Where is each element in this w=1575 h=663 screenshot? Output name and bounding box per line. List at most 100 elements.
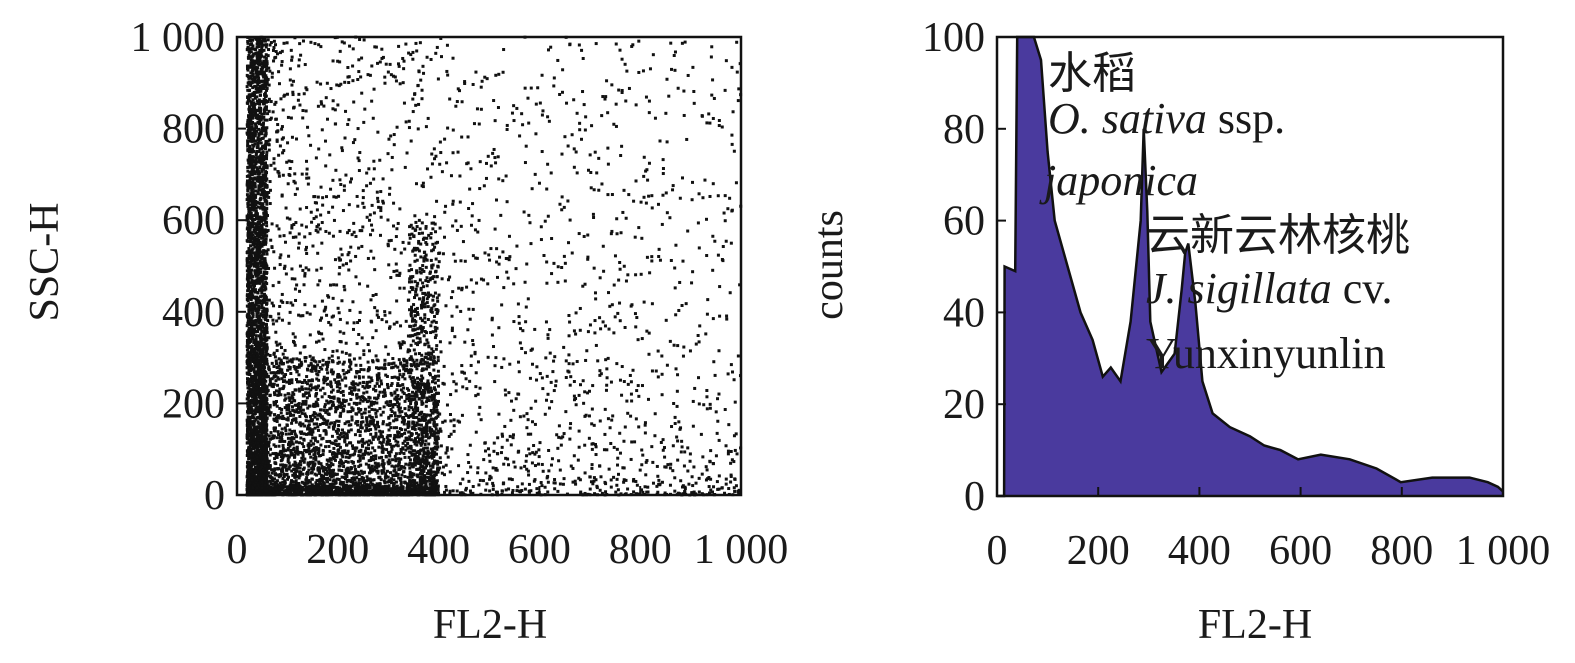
- scatter-point: [413, 427, 417, 431]
- scatter-point: [303, 378, 307, 382]
- scatter-point: [421, 358, 425, 362]
- scatter-point: [432, 455, 436, 459]
- scatter-point: [416, 376, 420, 380]
- scatter-point: [334, 408, 338, 412]
- scatter-point: [263, 329, 267, 333]
- scatter-point: [248, 47, 252, 51]
- scatter-point: [278, 439, 282, 443]
- scatter-point: [355, 371, 359, 375]
- scatter-point: [306, 485, 310, 489]
- scatter-point: [356, 420, 360, 424]
- scatter-point: [300, 381, 304, 385]
- scatter-point: [364, 483, 368, 487]
- scatter-point: [432, 395, 436, 399]
- scatter-point: [246, 96, 250, 100]
- scatter-point: [361, 456, 365, 460]
- scatter-point: [262, 292, 266, 296]
- scatter-point: [254, 162, 258, 166]
- scatter-point: [320, 367, 324, 371]
- scatter-point: [253, 465, 257, 469]
- scatter-point: [307, 391, 311, 395]
- scatter-point: [435, 408, 439, 412]
- scatter-point: [322, 378, 326, 382]
- scatter-point: [260, 325, 264, 329]
- scatter-point: [277, 452, 281, 456]
- scatter-point: [319, 473, 323, 477]
- scatter-point: [405, 368, 409, 372]
- scatter-point: [269, 437, 273, 441]
- scatter-point: [357, 388, 361, 392]
- scatter-point: [258, 147, 262, 151]
- scatter-point: [262, 443, 266, 447]
- scatter-point: [369, 441, 373, 445]
- scatter-point: [389, 391, 393, 395]
- scatter-point: [263, 270, 267, 274]
- scatter-point: [421, 459, 425, 463]
- scatter-point: [253, 374, 257, 378]
- scatter-point: [283, 449, 287, 453]
- scatter-point: [356, 428, 360, 432]
- scatter-point: [246, 390, 250, 394]
- scatter-point: [248, 88, 252, 92]
- scatter-point: [369, 376, 373, 380]
- scatter-point: [257, 106, 261, 110]
- scatter-point: [282, 454, 286, 458]
- scatter-point: [409, 357, 413, 361]
- scatter-point: [246, 45, 250, 49]
- scatter-point: [247, 249, 251, 253]
- scatter-point: [260, 305, 264, 309]
- scatter-point: [385, 440, 389, 444]
- scatter-point: [430, 398, 434, 402]
- scatter-point: [295, 435, 299, 439]
- scatter-point: [256, 251, 260, 255]
- scatter-point: [263, 366, 267, 370]
- scatter-point: [251, 195, 255, 199]
- scatter-point: [363, 481, 367, 485]
- scatter-point: [255, 429, 259, 433]
- scatter-point: [415, 367, 419, 371]
- scatter-point: [380, 450, 384, 454]
- scatter-point: [255, 166, 259, 170]
- scatter-point: [421, 431, 425, 435]
- scatter-point: [264, 141, 268, 145]
- scatter-point: [265, 481, 269, 485]
- scatter-point: [281, 380, 285, 384]
- scatter-point: [247, 246, 251, 250]
- scatter-point: [357, 449, 361, 453]
- scatter-point: [304, 387, 308, 391]
- scatter-point: [297, 365, 301, 369]
- scatter-point: [260, 216, 264, 220]
- scatter-point: [383, 358, 387, 362]
- scatter-point: [277, 377, 281, 381]
- scatter-point: [265, 298, 269, 302]
- scatter-point: [270, 436, 274, 440]
- scatter-point: [411, 226, 415, 230]
- scatter-point: [395, 435, 399, 439]
- scatter-point: [299, 405, 303, 409]
- scatter-point: [383, 362, 387, 366]
- scatter-point: [260, 169, 264, 173]
- scatter-point: [274, 359, 278, 363]
- scatter-point: [262, 367, 266, 371]
- scatter-point: [250, 377, 254, 381]
- scatter-point: [401, 447, 405, 451]
- scatter-point: [262, 115, 266, 119]
- scatter-point: [276, 383, 280, 387]
- scatter-point: [382, 437, 386, 441]
- scatter-point: [263, 146, 267, 150]
- scatter-point: [264, 74, 268, 78]
- scatter-point: [312, 422, 316, 426]
- scatter-point: [249, 330, 253, 334]
- scatter-point: [258, 281, 262, 285]
- scatter-point: [294, 479, 298, 483]
- scatter-point: [434, 484, 438, 488]
- scatter-point: [352, 476, 356, 480]
- scatter-point: [260, 190, 264, 194]
- scatter-point: [397, 358, 401, 362]
- scatter-point: [270, 382, 274, 386]
- scatter-point: [374, 411, 378, 415]
- scatter-point: [281, 467, 285, 471]
- scatter-point: [246, 422, 250, 426]
- scatter-point: [417, 423, 421, 427]
- scatter-point: [325, 367, 329, 371]
